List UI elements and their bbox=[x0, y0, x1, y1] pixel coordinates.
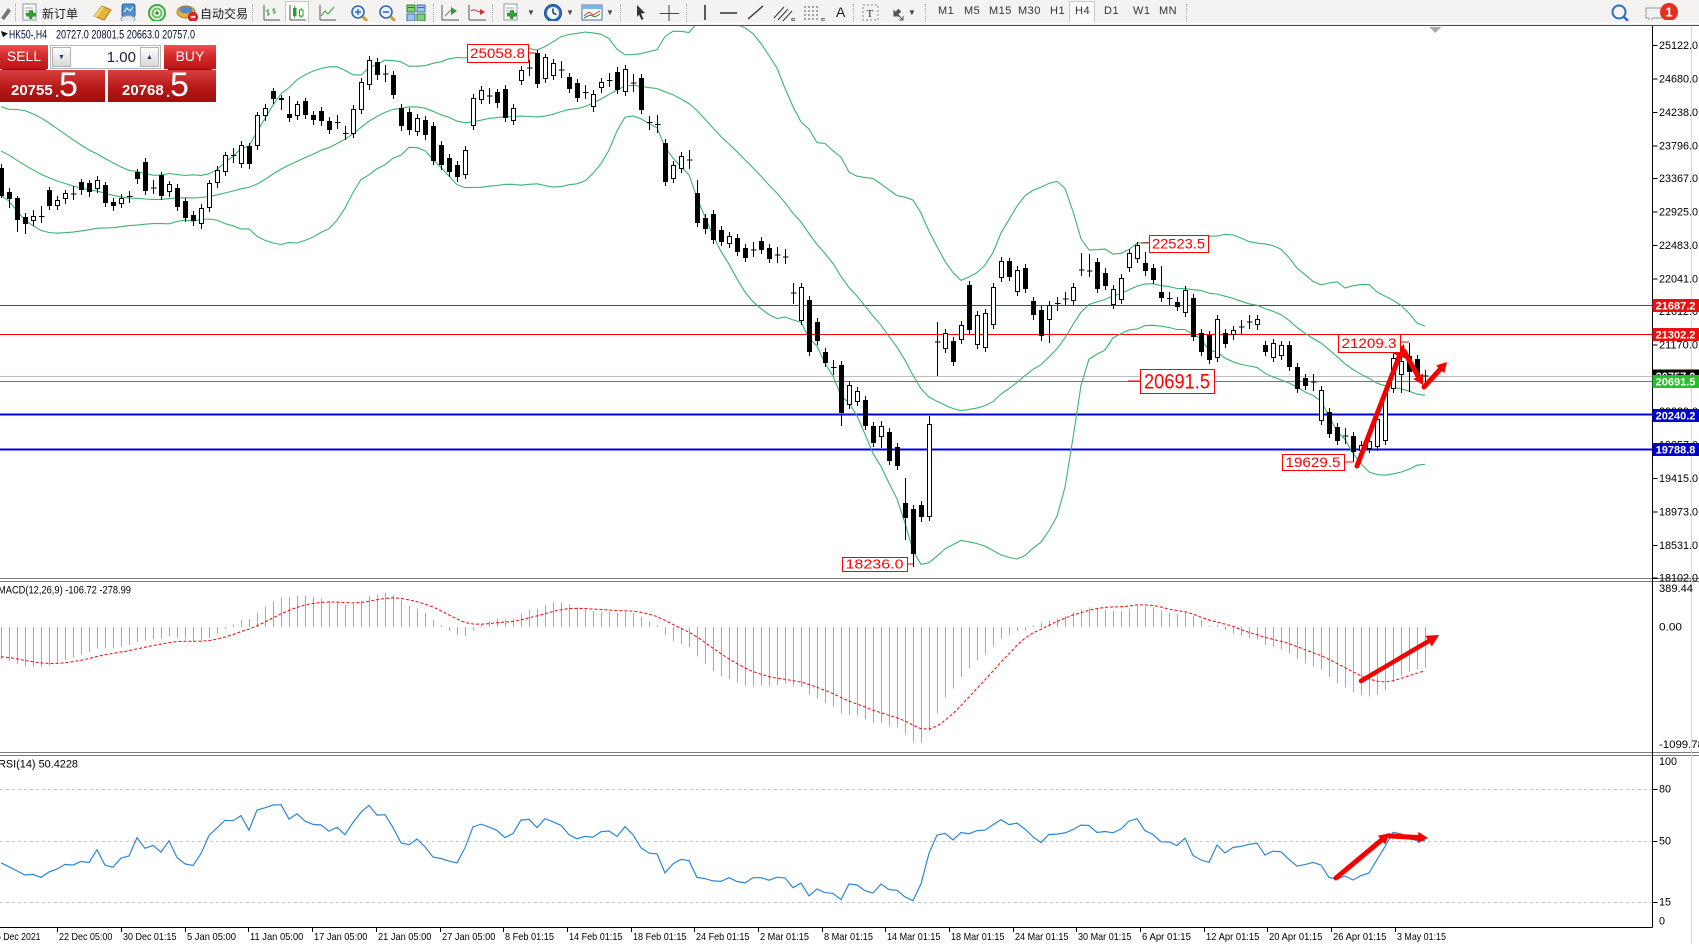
svg-text:24 Feb 01:15: 24 Feb 01:15 bbox=[696, 931, 750, 943]
svg-text:18102.0: 18102.0 bbox=[1659, 572, 1698, 584]
svg-text:19629.5: 19629.5 bbox=[1286, 454, 1341, 470]
svg-text:18 Feb 01:15: 18 Feb 01:15 bbox=[633, 931, 687, 943]
svg-text:8 Feb 01:15: 8 Feb 01:15 bbox=[505, 931, 554, 943]
svg-text:15: 15 bbox=[1659, 897, 1671, 909]
svg-text:20691.5: 20691.5 bbox=[1144, 371, 1210, 394]
svg-text:T: T bbox=[867, 8, 874, 20]
svg-text:25058.8: 25058.8 bbox=[470, 45, 525, 61]
svg-text:21209.3: 21209.3 bbox=[1342, 335, 1397, 351]
svg-text:22483.0: 22483.0 bbox=[1659, 240, 1698, 252]
svg-text:2 Mar 01:15: 2 Mar 01:15 bbox=[760, 931, 809, 943]
svg-text:23367.0: 23367.0 bbox=[1659, 173, 1698, 185]
svg-text:-1099.78: -1099.78 bbox=[1659, 739, 1699, 751]
svg-text:14 Mar 01:15: 14 Mar 01:15 bbox=[887, 931, 941, 943]
svg-text:11 Jan 05:00: 11 Jan 05:00 bbox=[250, 931, 304, 943]
svg-text:6 Dec 2021: 6 Dec 2021 bbox=[0, 931, 41, 943]
svg-text:30 Mar 01:15: 30 Mar 01:15 bbox=[1078, 931, 1132, 943]
svg-text:MACD(12,26,9) -106.72 -278.99: MACD(12,26,9) -106.72 -278.99 bbox=[0, 585, 131, 597]
svg-text:25122.0: 25122.0 bbox=[1659, 40, 1698, 52]
svg-text:20727.0 20801.5 20663.0 20757.: 20727.0 20801.5 20663.0 20757.0 bbox=[56, 28, 195, 42]
svg-text:F: F bbox=[821, 18, 825, 21]
svg-text:22 Dec 05:00: 22 Dec 05:00 bbox=[59, 931, 113, 943]
svg-text:26 Apr 01:15: 26 Apr 01:15 bbox=[1333, 931, 1387, 943]
svg-text:12 Apr 01:15: 12 Apr 01:15 bbox=[1206, 931, 1260, 943]
svg-text:HK50-,H4: HK50-,H4 bbox=[9, 28, 47, 42]
svg-text:100: 100 bbox=[1659, 756, 1677, 768]
svg-text:21687.2: 21687.2 bbox=[1656, 300, 1696, 312]
svg-text:17 Jan 05:00: 17 Jan 05:00 bbox=[314, 931, 368, 943]
svg-text:22041.0: 22041.0 bbox=[1659, 274, 1698, 286]
svg-text:22523.5: 22523.5 bbox=[1152, 236, 1205, 252]
svg-text:24680.0: 24680.0 bbox=[1659, 73, 1698, 85]
svg-text:E: E bbox=[791, 18, 796, 21]
svg-text:8 Mar 01:15: 8 Mar 01:15 bbox=[824, 931, 873, 943]
svg-text:0.00: 0.00 bbox=[1659, 622, 1682, 634]
svg-text:0: 0 bbox=[1659, 916, 1665, 928]
svg-text:6 Apr 01:15: 6 Apr 01:15 bbox=[1142, 931, 1191, 943]
svg-text:RSI(14) 50.4228: RSI(14) 50.4228 bbox=[0, 759, 78, 771]
svg-text:80: 80 bbox=[1659, 784, 1671, 796]
svg-text:21302.2: 21302.2 bbox=[1656, 329, 1696, 341]
svg-text:20691.5: 20691.5 bbox=[1656, 376, 1696, 388]
svg-text:1: 1 bbox=[1665, 5, 1672, 20]
svg-text:24 Mar 01:15: 24 Mar 01:15 bbox=[1015, 931, 1069, 943]
svg-text:20 Apr 01:15: 20 Apr 01:15 bbox=[1269, 931, 1323, 943]
svg-text:5 Jan 05:00: 5 Jan 05:00 bbox=[187, 931, 236, 943]
svg-text:18973.0: 18973.0 bbox=[1659, 506, 1698, 518]
svg-text:21 Jan 05:00: 21 Jan 05:00 bbox=[378, 931, 432, 943]
svg-text:14 Feb 01:15: 14 Feb 01:15 bbox=[569, 931, 623, 943]
svg-text:20240.2: 20240.2 bbox=[1656, 410, 1696, 422]
svg-text:18531.0: 18531.0 bbox=[1659, 540, 1698, 552]
svg-text:3 May 01:15: 3 May 01:15 bbox=[1397, 931, 1446, 943]
svg-text:18 Mar 01:15: 18 Mar 01:15 bbox=[951, 931, 1005, 943]
svg-text:24238.0: 24238.0 bbox=[1659, 107, 1698, 119]
svg-text:18236.0: 18236.0 bbox=[846, 557, 904, 572]
svg-text:30 Dec 01:15: 30 Dec 01:15 bbox=[123, 931, 177, 943]
svg-text:19788.8: 19788.8 bbox=[1656, 444, 1696, 456]
svg-text:23796.0: 23796.0 bbox=[1659, 141, 1698, 153]
svg-text:27 Jan 05:00: 27 Jan 05:00 bbox=[442, 931, 496, 943]
svg-text:19415.0: 19415.0 bbox=[1659, 473, 1698, 485]
svg-text:21170.0: 21170.0 bbox=[1659, 340, 1698, 352]
svg-text:389.44: 389.44 bbox=[1659, 583, 1693, 595]
svg-text:22925.0: 22925.0 bbox=[1659, 207, 1698, 219]
svg-text:50: 50 bbox=[1659, 836, 1671, 848]
